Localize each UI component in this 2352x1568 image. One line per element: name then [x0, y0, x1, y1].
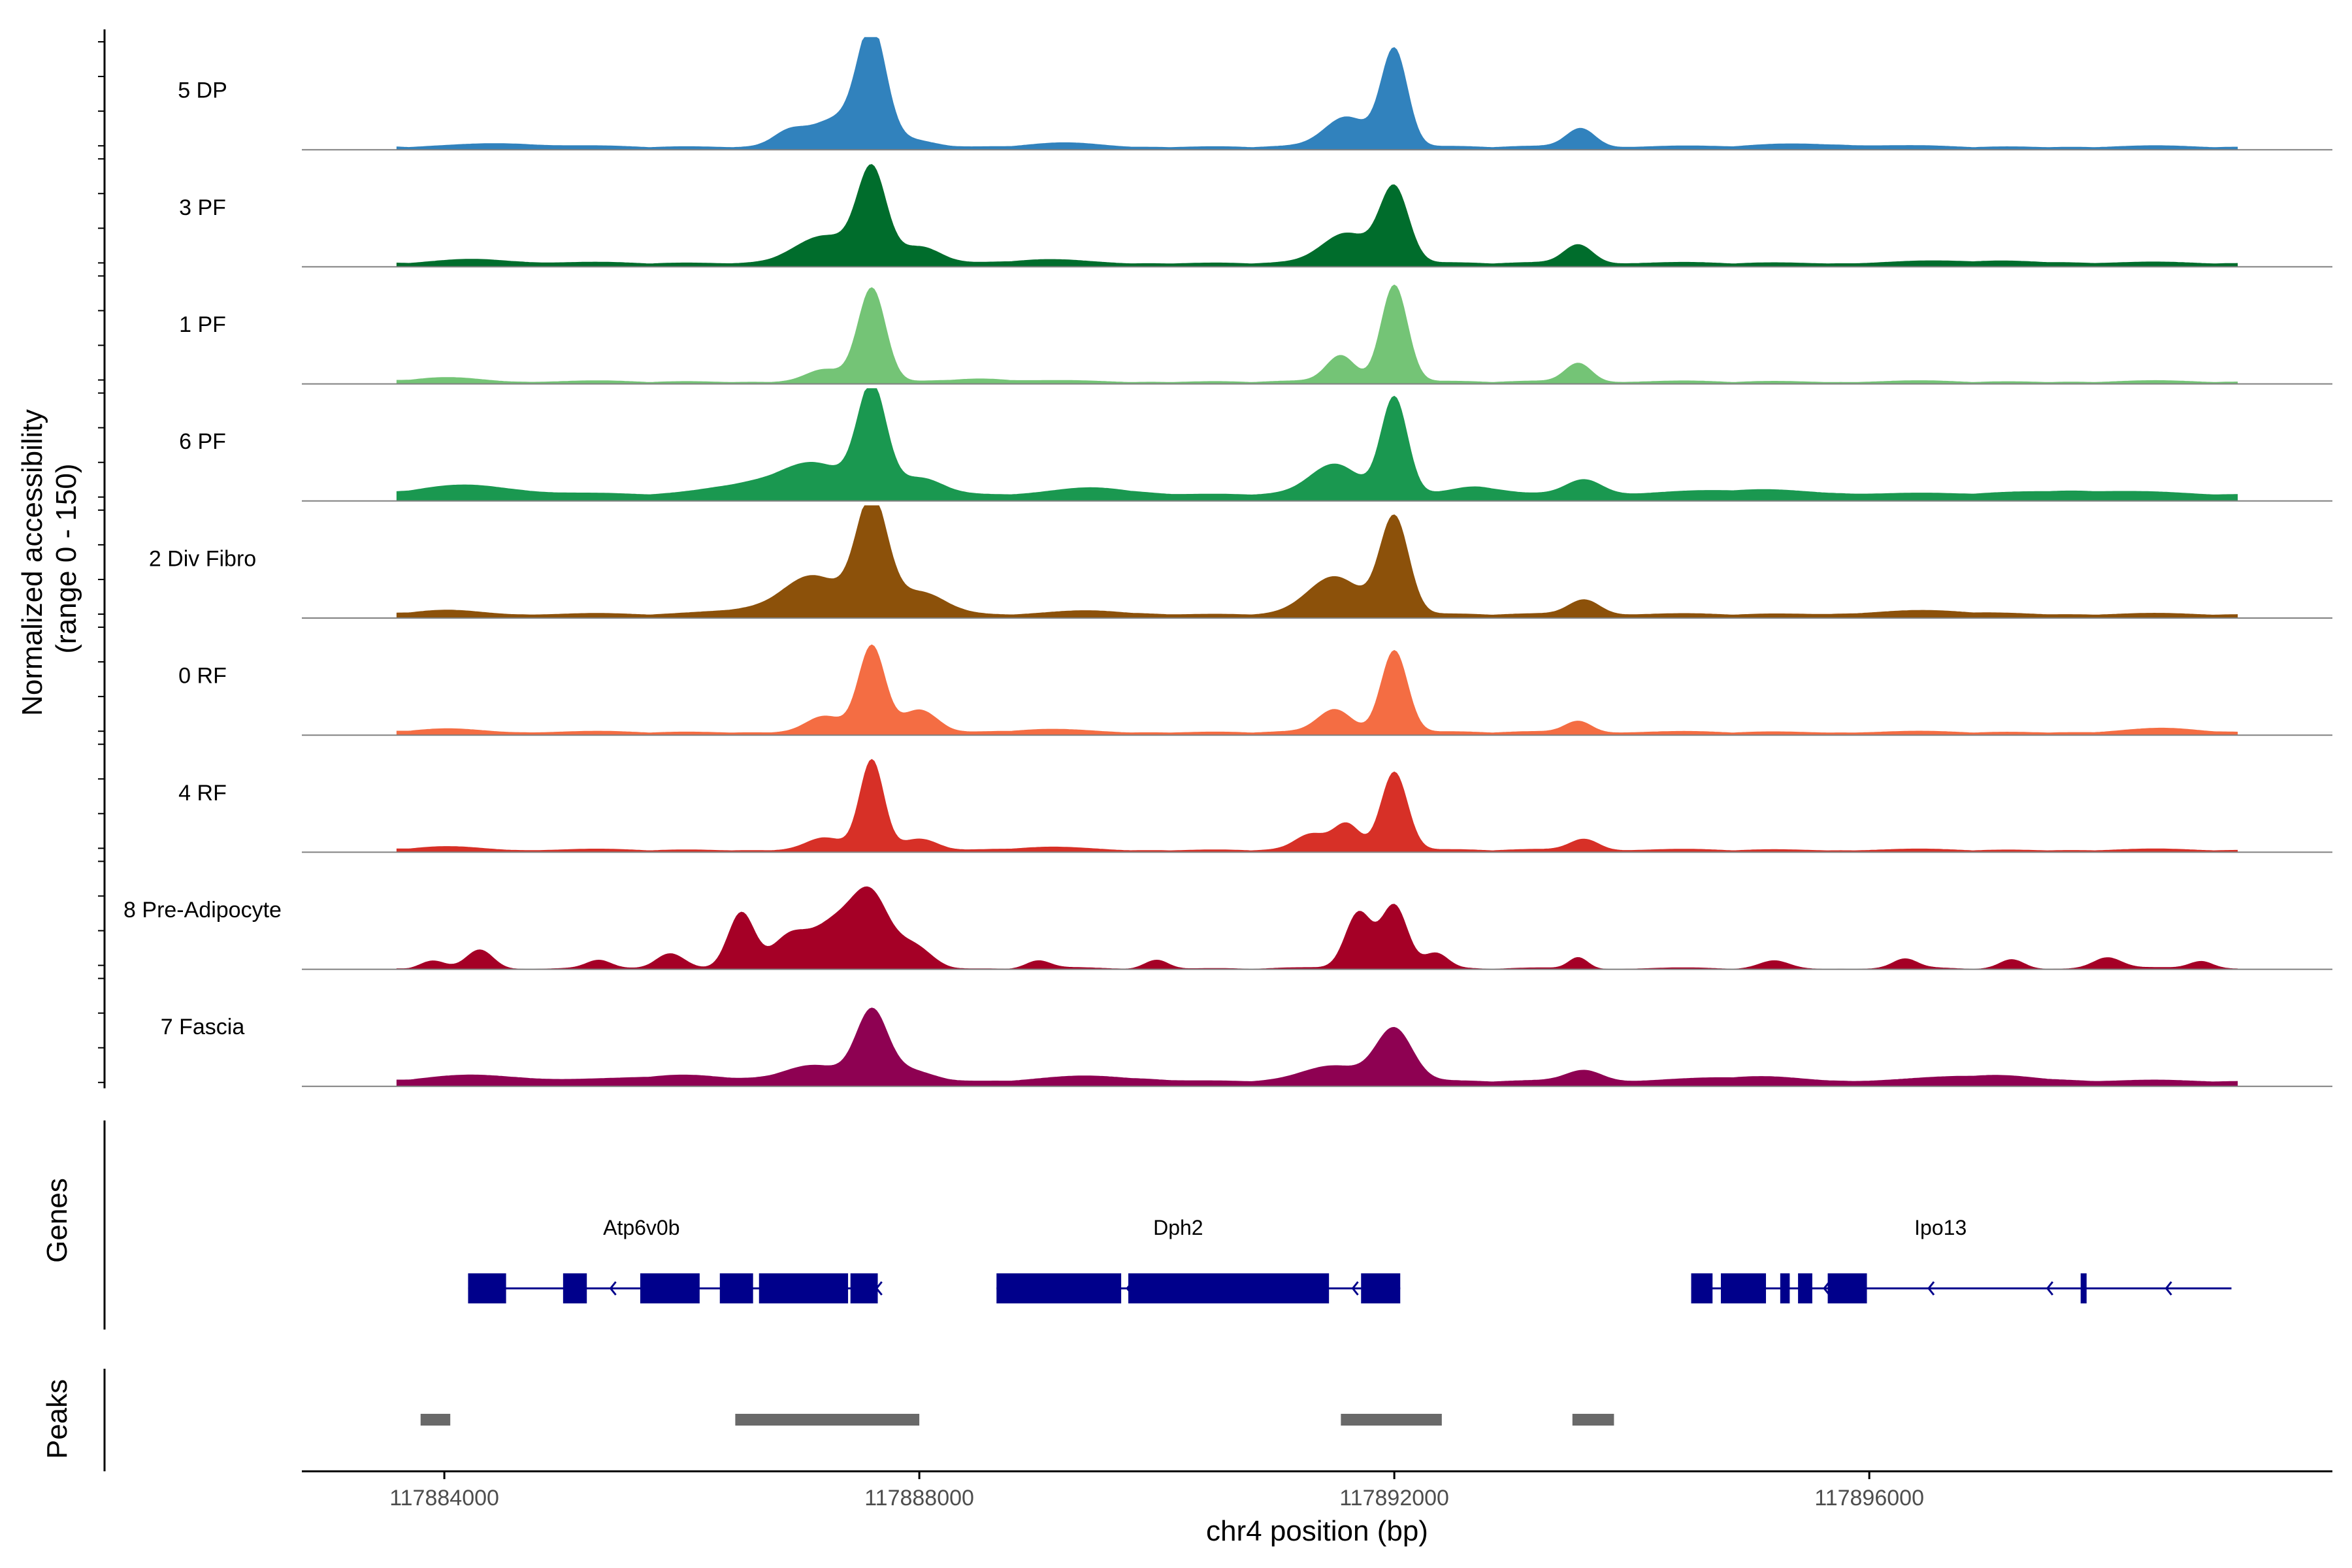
track-label: 4 RF [178, 781, 227, 806]
x-tick-label: 117888000 [864, 1486, 974, 1511]
peak-region [1572, 1414, 1614, 1426]
strand-arrow [1927, 1281, 1935, 1296]
peak-region [1341, 1414, 1442, 1426]
coverage-area [396, 284, 2238, 385]
x-axis-title: chr4 position (bp) [1206, 1515, 1428, 1547]
x-tick-label: 117884000 [389, 1486, 499, 1511]
x-tick-label: 117896000 [1814, 1486, 1924, 1511]
gene-exon [1361, 1273, 1401, 1303]
track-1-pf: 1 PF [179, 284, 2332, 385]
track-label: 3 PF [179, 195, 226, 220]
gene-dph2: Dph2 [996, 1216, 1401, 1303]
axes: 117884000 117888000 117892000 117896000 [98, 29, 2332, 1511]
coverage-area [396, 505, 2238, 619]
track-7-fascia: 7 Fascia [161, 1007, 2332, 1087]
peak-track [420, 1414, 1614, 1426]
track-label: 1 PF [179, 312, 226, 337]
peaks-panel-label: Peaks [41, 1379, 73, 1459]
gene-exon [1691, 1273, 1713, 1303]
gene-exon [468, 1273, 506, 1303]
track-label: 7 Fascia [161, 1015, 245, 1039]
track-6-pf: 6 PF [179, 388, 2332, 502]
gene-exon [2080, 1273, 2087, 1303]
gene-label: Dph2 [1153, 1216, 1203, 1239]
gene-exon [996, 1273, 1122, 1303]
y-axis-title-line2: (range 0 - 150) [50, 463, 82, 653]
gene-exon [563, 1273, 587, 1303]
genes-panel-label: Genes [41, 1178, 73, 1263]
gene-label: Atp6v0b [603, 1216, 679, 1239]
x-tick-label: 117892000 [1339, 1486, 1449, 1511]
gene-atp6v0b: Atp6v0b [468, 1216, 883, 1303]
strand-arrow [609, 1281, 617, 1296]
track-label: 8 Pre-Adipocyte [123, 898, 282, 923]
coverage-area [396, 886, 2238, 970]
gene-label: Ipo13 [1914, 1216, 1967, 1239]
peak-region [420, 1414, 451, 1426]
track-2-div-fibro: 2 Div Fibro [149, 505, 2332, 619]
track-0-rf: 0 RF [178, 644, 2332, 736]
gene-annotation-track: Atp6v0b Dph2 Ipo13 [468, 1216, 2232, 1303]
gene-exon [1720, 1273, 1767, 1303]
strand-arrow [1126, 1281, 1134, 1296]
track-label: 0 RF [178, 664, 227, 689]
strand-arrow [2164, 1281, 2172, 1296]
peak-region [735, 1414, 920, 1426]
gene-exon [850, 1273, 878, 1303]
gene-ipo13: Ipo13 [1691, 1216, 2232, 1303]
strand-arrow [1823, 1281, 1831, 1296]
y-axis-title: Normalized accessibility (range 0 - 150) [16, 401, 82, 716]
track-8-pre-adipocyte: 8 Pre-Adipocyte [123, 886, 2332, 970]
coverage-area [396, 644, 2238, 736]
gene-exon [1827, 1273, 1867, 1303]
track-label: 5 DP [178, 78, 227, 103]
coverage-area [396, 388, 2238, 502]
gene-exon [719, 1273, 753, 1303]
gene-exon [1780, 1273, 1790, 1303]
track-label: 2 Div Fibro [149, 546, 256, 571]
gene-exon [759, 1273, 849, 1303]
track-5-dp: 5 DP [178, 37, 2332, 151]
strand-arrow [1351, 1281, 1359, 1296]
gene-exon [640, 1273, 700, 1303]
strand-arrow [2046, 1281, 2053, 1296]
gene-exon [1128, 1273, 1330, 1303]
coverage-area [396, 164, 2238, 267]
coverage-area [396, 759, 2238, 853]
track-4-rf: 4 RF [178, 759, 2332, 853]
coverage-tracks: 5 DP 3 PF 1 PF 6 PF 2 Div Fibro 0 RF 4 RF 8 Pre… [123, 37, 2332, 1087]
y-axis-title-line1: Normalized accessibility [16, 409, 48, 715]
strand-arrow [875, 1281, 883, 1296]
coverage-area [396, 1007, 2238, 1087]
coverage-area [396, 37, 2238, 150]
gene-exon [1798, 1273, 1812, 1303]
track-label: 6 PF [179, 429, 226, 454]
track-3-pf: 3 PF [179, 164, 2332, 268]
